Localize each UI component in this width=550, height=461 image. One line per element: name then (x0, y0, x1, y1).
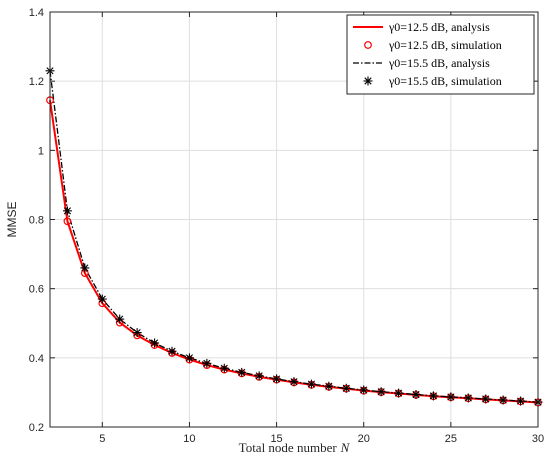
y-tick-label: 1 (38, 145, 44, 157)
legend-label: γ0=15.5 dB, simulation (388, 74, 502, 88)
series-3-point (516, 396, 526, 406)
series-3-point (132, 328, 142, 338)
series-3-point (341, 383, 351, 393)
x-axis-label-text: Total node number (239, 440, 338, 455)
series-3-point (219, 363, 229, 373)
series-3-point (498, 395, 508, 405)
series-3-point (324, 381, 334, 391)
x-tick-label: 10 (183, 433, 195, 445)
y-tick-label: 0.6 (29, 284, 44, 296)
series-3-point (306, 379, 316, 389)
series-3-point (202, 358, 212, 368)
series-3-point (481, 394, 491, 404)
series-3-point (115, 314, 125, 324)
series-3-point (62, 206, 72, 216)
series-3-point (428, 391, 438, 401)
series-3-point (411, 389, 421, 399)
series-3-point (359, 385, 369, 395)
series-3-point (446, 392, 456, 402)
legend-box (346, 14, 535, 95)
series-3-point (80, 263, 90, 273)
x-tick-label: 20 (358, 433, 370, 445)
legend-item: γ0=12.5 dB, analysis (353, 20, 490, 34)
series-3-point (463, 393, 473, 403)
y-axis-ticks: 0.2 0.4 0.6 0.8 1 1.2 1.4 (29, 7, 538, 434)
series-3-point (150, 338, 160, 348)
legend-item: γ0=15.5 dB, analysis (353, 56, 490, 70)
series-line-2 (49, 70, 539, 403)
series-3-point (394, 388, 404, 398)
y-tick-label: 0.2 (29, 422, 44, 434)
legend: γ0=12.5 dB, analysis γ0=12.5 dB, simulati… (346, 14, 535, 95)
series-3-point (376, 387, 386, 397)
series-3-point (97, 294, 107, 304)
y-tick-label: 1.2 (29, 76, 44, 88)
y-tick-label: 1.4 (29, 7, 44, 19)
x-axis-title: Total node number N (239, 440, 351, 455)
legend-marker-swatch (363, 76, 373, 86)
series-line-0 (49, 100, 539, 404)
series-layer (49, 70, 539, 404)
x-tick-label: 5 (99, 433, 105, 445)
series-3-point (167, 346, 177, 356)
series-1-point (63, 217, 72, 226)
x-axis-ticks: 5 10 15 20 25 30 (99, 12, 544, 445)
series-3-point (237, 367, 247, 377)
legend-marker-swatch (364, 41, 372, 49)
x-tick-label: 25 (445, 433, 457, 445)
legend-label: γ0=12.5 dB, simulation (388, 38, 502, 52)
series-3-point (289, 377, 299, 387)
x-tick-label: 15 (270, 433, 282, 445)
series-3-point (272, 374, 282, 384)
y-tick-label: 0.4 (29, 353, 44, 365)
series-3-point (184, 353, 194, 363)
y-tick-label: 0.8 (29, 215, 44, 227)
x-tick-label: 30 (532, 433, 544, 445)
y-axis-title: MMSE (5, 202, 19, 238)
legend-item: γ0=12.5 dB, simulation (364, 38, 502, 52)
series-3-point (254, 371, 264, 381)
marker-layer (45, 66, 543, 407)
x-axis-variable: N (340, 440, 351, 455)
legend-label: γ0=15.5 dB, analysis (388, 56, 490, 70)
legend-label: γ0=12.5 dB, analysis (388, 20, 490, 34)
legend-item: γ0=15.5 dB, simulation (363, 74, 502, 88)
